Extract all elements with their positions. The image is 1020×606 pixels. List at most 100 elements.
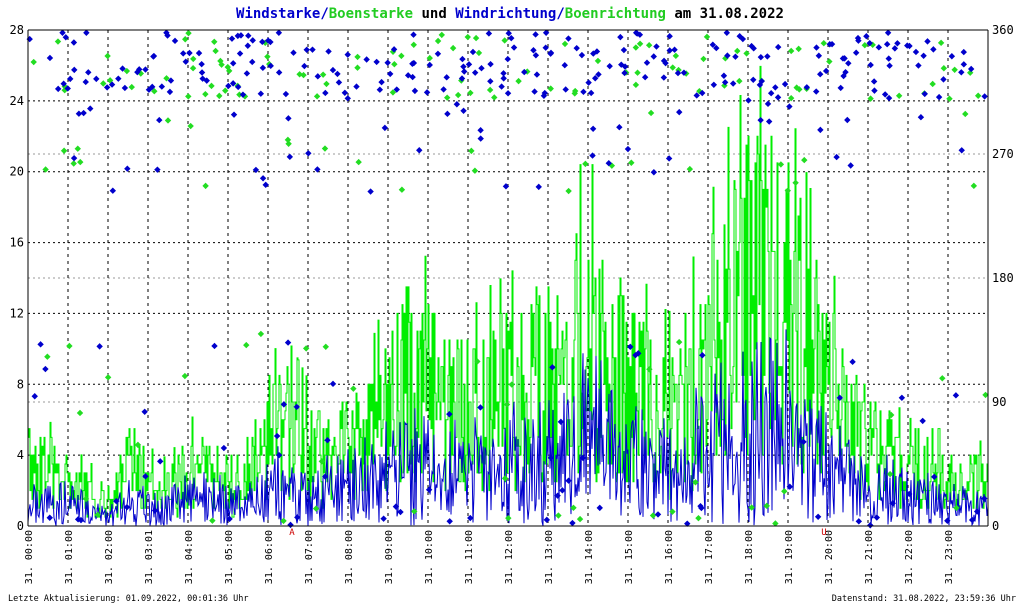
wind-direction-point [894,40,901,47]
wind-direction-point [280,401,288,408]
wind-direction-point [822,67,830,75]
wind-direction-point [757,116,764,124]
gust-direction-point [646,366,653,373]
gust-direction-point [189,65,197,72]
wind-direction-point [931,473,938,481]
gust-direction-point [123,67,131,75]
wind-direction-point [871,87,878,94]
wind-direction-point [542,29,550,36]
wind-direction-point [321,473,329,480]
gust-direction-point [44,353,51,360]
wind-direction-point [764,100,772,108]
gust-direction-point [772,520,779,527]
wind-direction-point [461,68,468,75]
wind-direction-point [958,69,965,76]
wind-direction-point [750,45,757,52]
gust-direction-point [700,55,707,63]
wind-direction-point [617,33,624,41]
wind-direction-point [620,46,628,54]
gust-direction-point [594,57,602,65]
wind-direction-point [314,73,322,80]
wind-direction-point [710,81,718,88]
wind-direction-point [186,49,193,57]
wind-direction-point [870,78,878,85]
title-part: Windrichtung [455,6,556,22]
gust-direction-point [743,50,750,57]
wind-direction-point [665,155,673,162]
wind-direction-point [46,514,53,521]
wind-direction-point [684,520,691,527]
wind-direction-point [252,166,260,174]
gust-direction-point [565,187,572,195]
gust-direction-point [793,84,800,91]
wind-direction-point [425,486,433,493]
gust-direction-point [736,77,743,85]
wind-direction-point [653,43,660,50]
wind-direction-point [237,32,245,39]
wind-direction-point [627,343,634,351]
gust-direction-point [181,372,189,380]
title-part: / [556,6,564,22]
wind-direction-point [650,169,658,176]
wind-direction-point [314,166,321,173]
wind-direction-point [867,61,874,69]
gust-direction-point [861,41,869,49]
gust-direction-point [106,77,114,84]
wind-direction-point [505,30,512,37]
wind-direction-point [301,62,308,70]
gust-direction-point [820,39,827,47]
gust-direction-point [163,75,170,82]
gust-direction-point [467,89,474,97]
x-tick-label: 31. 03:01 [144,530,155,584]
wind-direction-point [596,504,603,512]
gust-direction-point [505,514,512,522]
gust-direction-point [784,187,791,194]
wind-direction-point [836,394,844,402]
wind-direction-point [393,86,400,93]
wind-direction-point [305,150,312,157]
wind-direction-point [465,61,473,68]
x-tick-label: 31. 05:00 [224,530,235,584]
gust-direction-point [284,136,292,144]
wind-direction-point [842,68,849,76]
wind-line [27,329,989,527]
wind-direction-point [541,89,548,97]
wind-direction-point [367,188,374,195]
wind-direction-point [674,69,682,77]
wind-direction-point [273,432,281,440]
gust-direction-point [649,512,657,519]
wind-direction-point [839,55,847,62]
gust-direction-point [128,83,135,91]
axes [27,29,989,527]
wind-direction-point [845,60,852,67]
wind-direction-point [521,68,528,76]
wind-direction-point [542,44,549,51]
wind-direction-point [554,492,561,499]
wind-direction-point [641,73,649,81]
wind-direction-point [384,59,391,66]
wind-direction-point [487,60,494,68]
wind-direction-point [786,483,794,490]
wind-direction-point [935,93,943,101]
gust-direction-point [787,47,795,55]
wind-direction-point [724,52,731,59]
gust-direction-point [792,179,799,187]
wind-direction-point [530,47,537,54]
wind-direction-point [164,32,171,39]
wind-direction-point [115,75,122,82]
wind-direction-point [952,392,960,399]
gust-direction-point [826,58,833,65]
gust-direction-point [323,80,330,88]
gust-direction-point [211,38,218,45]
wind-direction-point [904,42,911,49]
wind-direction-point [245,32,252,39]
wind-direction-point [37,341,44,348]
event-marker: U [821,528,826,538]
wind-direction-point [226,515,233,523]
wind-direction-point [150,52,158,60]
gust-direction-point [570,504,577,512]
gust-direction-point [187,122,194,130]
wind-direction-point [344,95,351,102]
wind-direction-point [77,516,85,524]
